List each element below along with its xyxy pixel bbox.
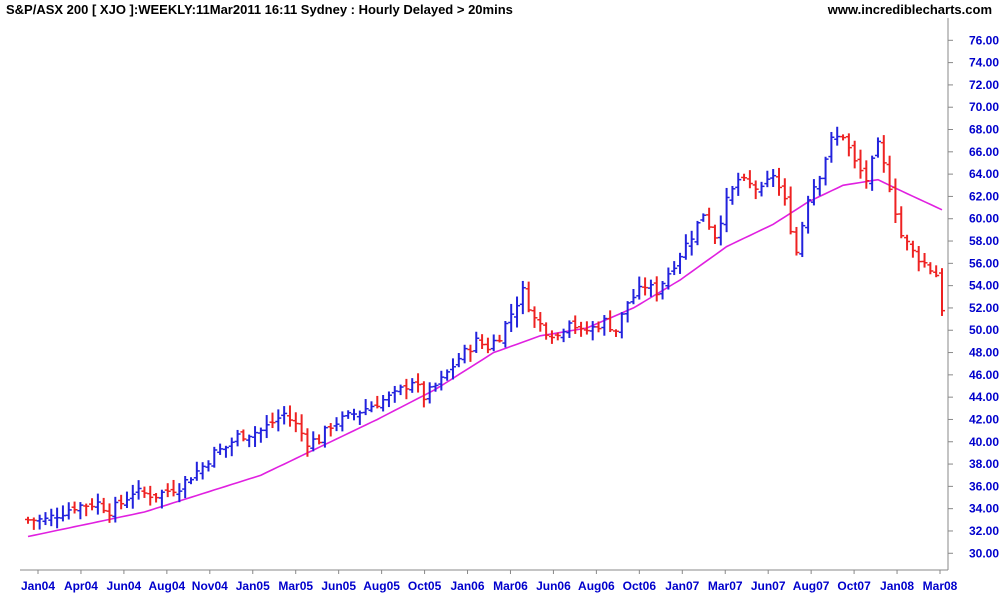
x-tick-label: Aug06	[578, 579, 615, 593]
x-tick-label: Aug05	[363, 579, 400, 593]
y-tick-label: 62.00	[969, 189, 999, 203]
chart-grid	[20, 18, 949, 571]
x-tick-label: Mar05	[278, 579, 313, 593]
y-tick-label: 76.00	[969, 33, 999, 47]
y-tick-label: 66.00	[969, 145, 999, 159]
y-tick-label: 44.00	[969, 390, 999, 404]
y-tick-label: 74.00	[969, 56, 999, 70]
chart-title: S&P/ASX 200 [ XJO ]:WEEKLY:11Mar2011 16:…	[6, 2, 513, 17]
y-tick-label: 32.00	[969, 524, 999, 538]
y-tick-label: 68.00	[969, 123, 999, 137]
y-tick-label: 64.00	[969, 167, 999, 181]
x-tick-label: Mar08	[923, 579, 958, 593]
x-tick-label: Oct06	[623, 579, 657, 593]
y-tick-label: 52.00	[969, 301, 999, 315]
x-tick-label: Apr04	[64, 579, 98, 593]
y-tick-label: 48.00	[969, 346, 999, 360]
y-tick-label: 60.00	[969, 212, 999, 226]
moving-average-line	[27, 178, 943, 538]
y-tick-label: 50.00	[969, 323, 999, 337]
y-tick-label: 30.00	[969, 546, 999, 560]
x-tick-label: Jan04	[21, 579, 55, 593]
x-tick-label: Jan07	[665, 579, 699, 593]
y-tick-label: 72.00	[969, 78, 999, 92]
y-tick-label: 70.00	[969, 100, 999, 114]
y-tick-label: 36.00	[969, 479, 999, 493]
x-tick-label: Jan06	[451, 579, 485, 593]
y-tick-label: 40.00	[969, 435, 999, 449]
x-tick-label: Jan05	[236, 579, 270, 593]
x-tick-label: Aug07	[793, 579, 830, 593]
y-tick-label: 54.00	[969, 279, 999, 293]
site-label[interactable]: www.incrediblecharts.com	[827, 2, 992, 17]
x-tick-label: Jun04	[107, 579, 142, 593]
x-tick-label: Jun07	[751, 579, 786, 593]
y-tick-label: 34.00	[969, 502, 999, 516]
x-tick-label: Mar07	[708, 579, 743, 593]
x-tick-label: Nov04	[192, 579, 228, 593]
x-tick-label: Oct05	[408, 579, 442, 593]
x-tick-label: Mar06	[493, 579, 528, 593]
x-axis: Jan04 Apr04 Jun04 Aug04 Nov04 Jan05 Mar05 Jun05…	[21, 570, 958, 593]
x-tick-label: Oct07	[837, 579, 871, 593]
y-tick-label: 58.00	[969, 234, 999, 248]
y-axis: 30.00 32.00 34.00 36.00 38.00 40.00 42.00 44.00…	[948, 33, 999, 560]
y-tick-label: 42.00	[969, 412, 999, 426]
y-tick-label: 46.00	[969, 368, 999, 382]
moving-average-layer	[27, 178, 943, 538]
x-tick-label: Jun05	[321, 579, 356, 593]
x-tick-label: Jan08	[880, 579, 914, 593]
x-tick-label: Jun06	[536, 579, 571, 593]
x-tick-label: Aug04	[149, 579, 186, 593]
y-tick-label: 56.00	[969, 256, 999, 270]
y-tick-label: 38.00	[969, 457, 999, 471]
price-bars-layer	[25, 126, 945, 530]
